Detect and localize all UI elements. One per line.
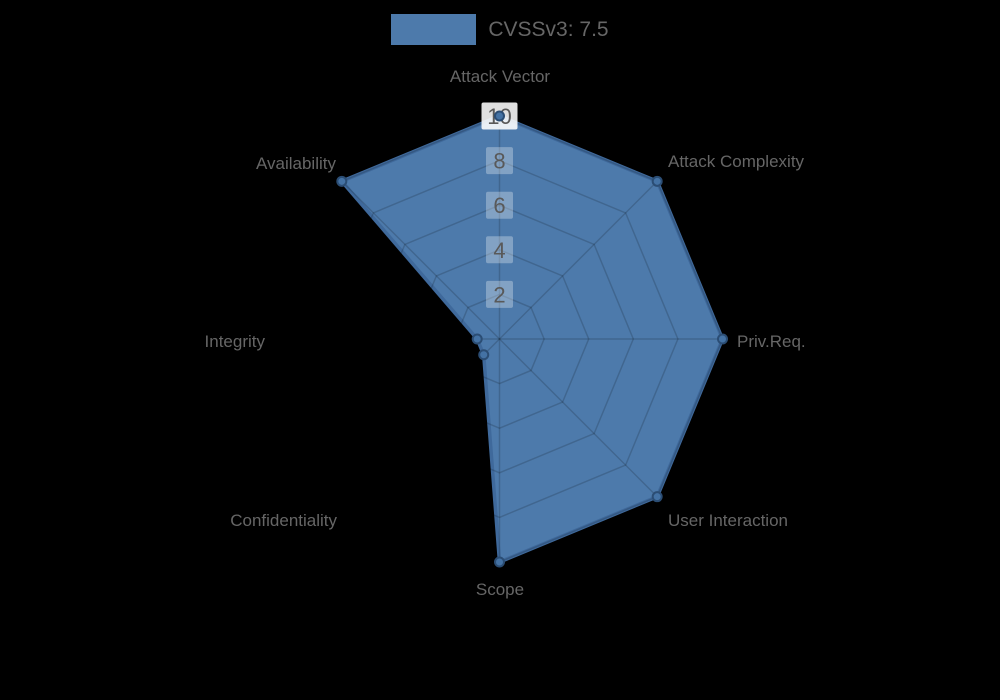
tick-label: 8 xyxy=(493,149,505,174)
tick-backdrop xyxy=(486,191,513,219)
angle-line xyxy=(341,180,501,340)
tick-backdrop xyxy=(486,236,513,264)
axis-label-priv-req: Priv.Req. xyxy=(737,332,806,351)
axis-label-availability: Availability xyxy=(256,154,337,173)
data-point-marker xyxy=(651,491,663,503)
data-point-marker xyxy=(471,333,483,345)
grid-ring xyxy=(320,159,679,519)
data-point-marker xyxy=(651,175,663,187)
legend-swatch xyxy=(391,14,477,45)
tick-backdrop xyxy=(486,147,513,175)
angle-line xyxy=(498,338,658,498)
tick-backdrop xyxy=(486,280,513,308)
axis-label-integrity: Integrity xyxy=(205,332,266,351)
data-point-marker xyxy=(336,175,348,187)
tick-label: 2 xyxy=(493,282,505,307)
tick-label: 4 xyxy=(493,238,505,263)
data-point-marker xyxy=(494,110,505,122)
data-point-marker xyxy=(494,556,505,568)
axis-label-attack-vector: Attack Vector xyxy=(450,67,550,86)
axis-label-user-interaction: User Interaction xyxy=(668,511,788,530)
grid-ring xyxy=(454,293,545,385)
angle-line xyxy=(498,180,658,340)
data-point-marker xyxy=(717,333,728,345)
data-point-marker xyxy=(478,349,490,361)
angle-line xyxy=(341,338,501,498)
grid-ring xyxy=(364,204,635,474)
legend-label: CVSSv3: 7.5 xyxy=(488,18,609,41)
tick-label: 6 xyxy=(493,193,505,218)
axis-label-confidentiality: Confidentiality xyxy=(230,511,337,530)
chart-legend[interactable]: CVSSv3: 7.5 xyxy=(0,14,1000,45)
axis-label-scope: Scope xyxy=(476,580,524,599)
grid-ring xyxy=(409,248,590,430)
axis-label-attack-complexity: Attack Complexity xyxy=(668,152,805,171)
